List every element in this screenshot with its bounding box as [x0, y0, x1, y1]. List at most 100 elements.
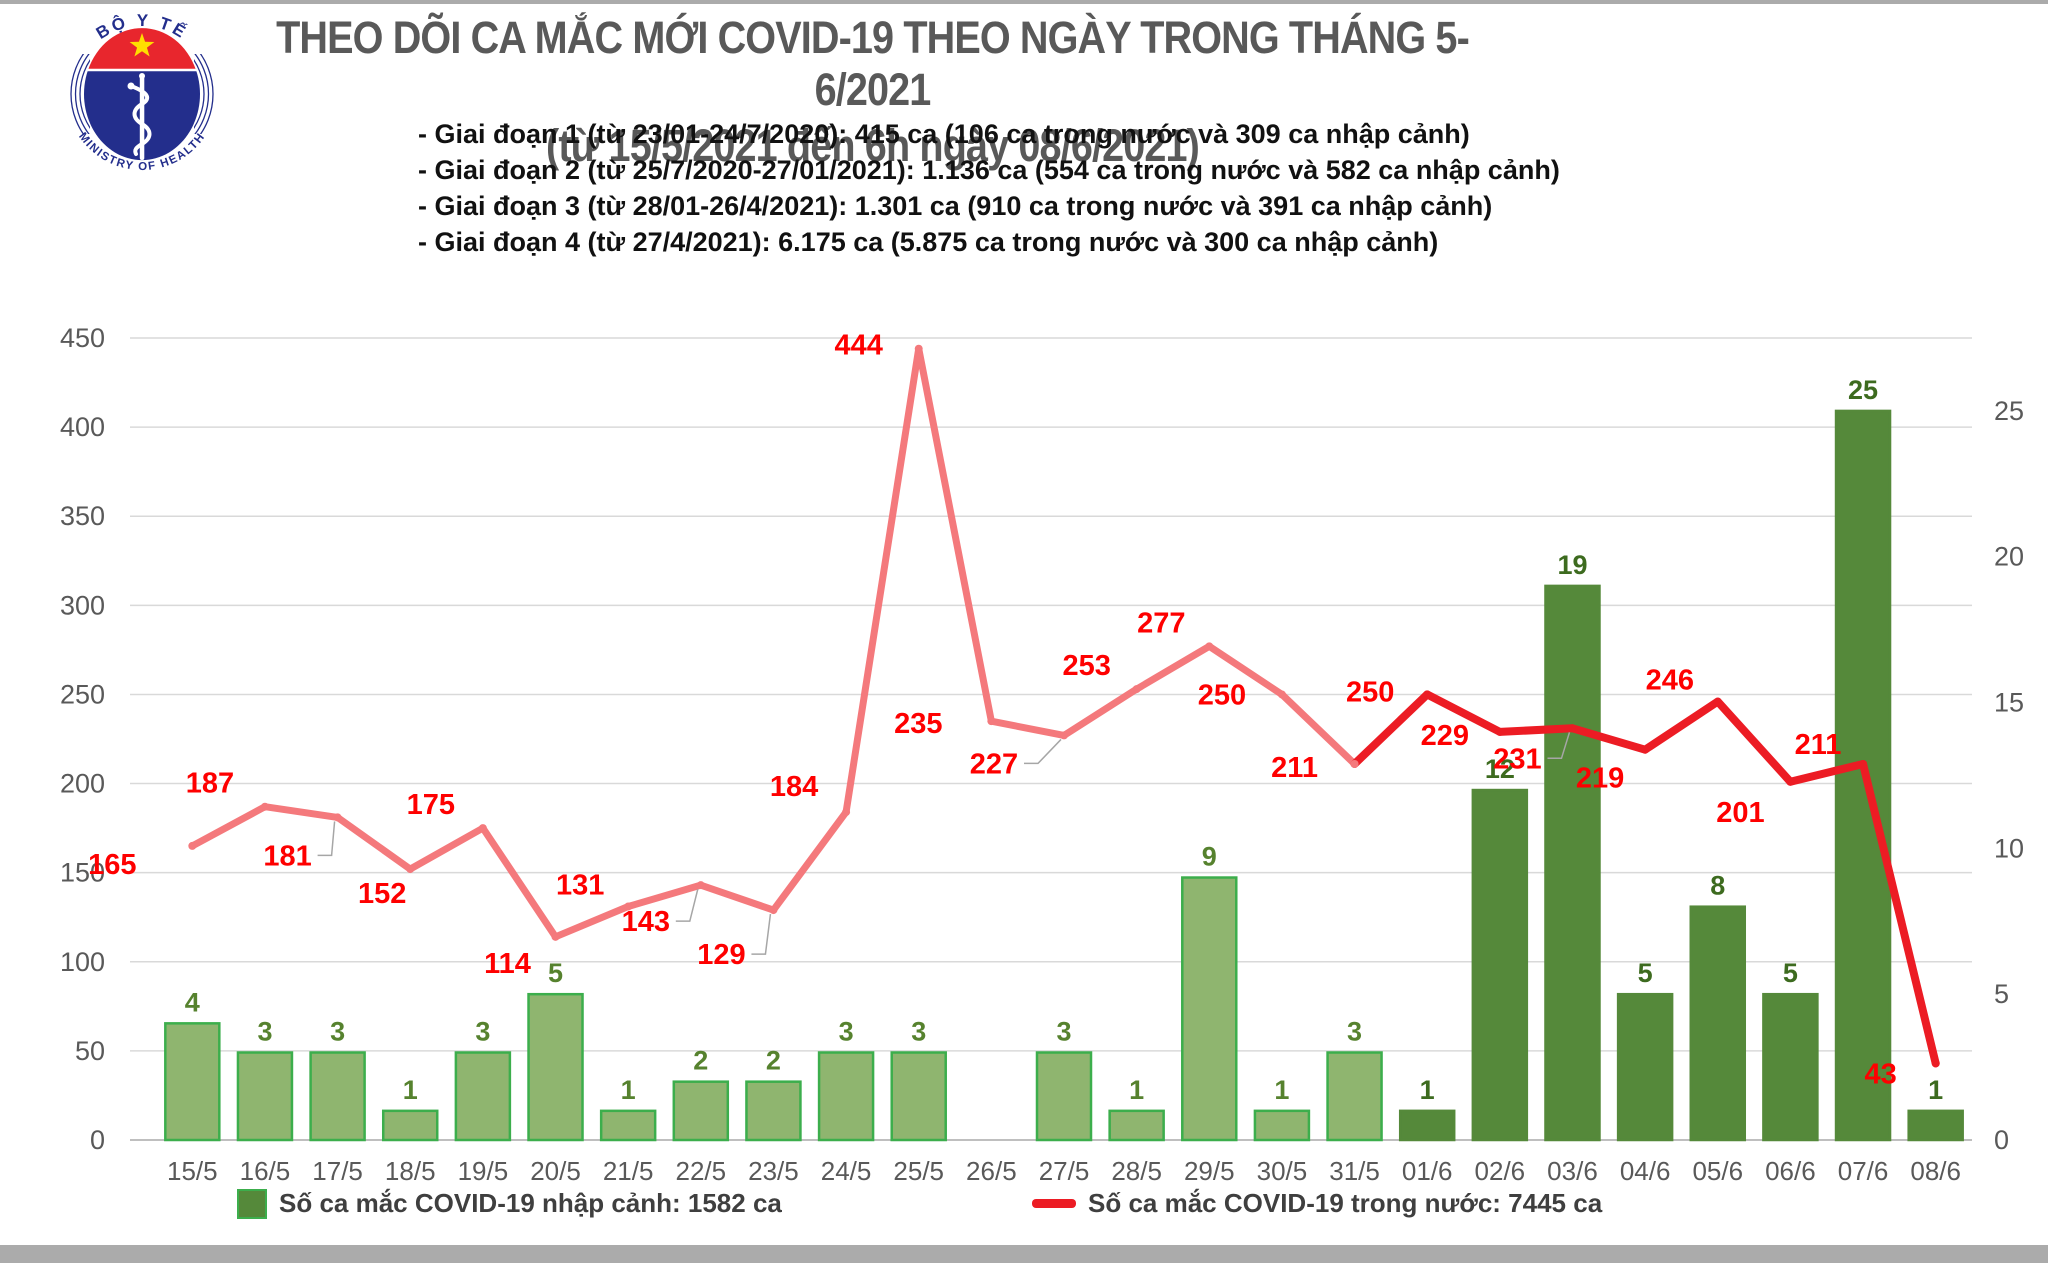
ministry-of-health-logo: BỘ Y TẾ MINISTRY OF HEALTH — [70, 11, 214, 173]
bar-value-label: 2 — [693, 1046, 708, 1076]
bar — [1471, 788, 1529, 1142]
line-value-label: 229 — [1421, 720, 1469, 752]
bar — [1398, 1109, 1456, 1142]
line-value-label: 253 — [1062, 650, 1110, 682]
line-value-label: 184 — [770, 771, 818, 803]
bar-value-label: 9 — [1202, 842, 1217, 872]
line-value-label: 211 — [1271, 752, 1318, 784]
bar — [672, 1080, 730, 1142]
page-subtitle: (từ 15/5/2021 đến 6h ngày 08/6/2021) — [546, 120, 1200, 171]
label-leader-line — [675, 888, 699, 922]
bar-value-label: 3 — [911, 1017, 926, 1047]
line-point-marker — [914, 344, 923, 353]
line-point-marker — [1277, 690, 1286, 699]
bar — [1616, 992, 1674, 1142]
line-point-marker — [1931, 1059, 1940, 1068]
phase-note-2: - Giai đoạn 2 (từ 25/7/2020-27/01/2021):… — [418, 155, 1560, 185]
y-axis-label-left: 150 — [60, 858, 105, 888]
legend-item-domestic: Số ca mắc COVID-19 trong nước: 7445 ca — [1032, 1188, 1602, 1219]
y-axis-label-right: 5 — [1994, 979, 2009, 1009]
bar — [745, 1080, 802, 1142]
bar — [381, 1109, 439, 1142]
line-value-label: 131 — [556, 870, 604, 902]
line-point-marker — [406, 865, 415, 874]
x-axis-date-label: 26/5 — [966, 1156, 1017, 1186]
bar — [1108, 1109, 1165, 1142]
line-point-marker — [1205, 642, 1214, 651]
x-axis-date-label: 27/5 — [1039, 1156, 1090, 1186]
line-point-marker — [551, 932, 560, 941]
bar — [890, 1051, 947, 1142]
line-point-marker — [1423, 690, 1432, 699]
bar — [309, 1051, 366, 1142]
bar — [1326, 1051, 1383, 1142]
bar-value-label: 5 — [548, 958, 563, 988]
y-axis-label-left: 100 — [60, 947, 105, 977]
label-leader-line — [1547, 732, 1571, 760]
star-icon — [129, 33, 155, 57]
line-point-marker — [333, 813, 342, 822]
line-point-marker — [842, 808, 851, 817]
x-axis-date-label: 29/5 — [1184, 1156, 1235, 1186]
line-point-marker — [624, 902, 633, 911]
legend-marker-domestic-dash — [1032, 1199, 1076, 1208]
bar-value-label: 5 — [1783, 958, 1798, 988]
x-axis-date-label: 21/5 — [603, 1156, 654, 1186]
x-axis-date-label: 05/6 — [1692, 1156, 1743, 1186]
label-leader-line — [317, 821, 336, 857]
bar — [454, 1051, 512, 1142]
bar — [1689, 905, 1747, 1142]
line-value-label: 165 — [88, 849, 136, 881]
y-axis-label-right: 0 — [1994, 1125, 2009, 1155]
legend-label-imported: Số ca mắc COVID-19 nhập cảnh: 1582 ca — [279, 1188, 782, 1218]
header: THEO DÕI CA MẮC MỚI COVID-19 THEO NGÀY T… — [272, 12, 1473, 172]
bar-value-label: 3 — [839, 1017, 854, 1047]
line-point-marker — [1350, 759, 1359, 768]
x-axis-date-label: 18/5 — [385, 1156, 436, 1186]
y-axis-label-left: 300 — [60, 590, 105, 620]
line-value-label: 227 — [970, 748, 1018, 780]
line-point-marker — [769, 906, 778, 915]
y-axis-label-left: 350 — [60, 501, 105, 531]
line-value-label: 231 — [1493, 743, 1541, 775]
line-value-label: 211 — [1795, 729, 1842, 761]
line-value-label: 250 — [1346, 676, 1394, 708]
bar-value-label: 8 — [1710, 871, 1725, 901]
bar — [1181, 876, 1238, 1142]
line-point-marker — [1641, 745, 1650, 754]
line-value-label: 129 — [697, 939, 745, 971]
line-value-label: 43 — [1865, 1058, 1897, 1090]
line-value-label: 444 — [835, 330, 883, 362]
bar-value-label: 5 — [1638, 958, 1653, 988]
x-axis-date-label: 03/6 — [1547, 1156, 1598, 1186]
asclepius-staff-icon — [127, 73, 152, 160]
line-value-label: 152 — [358, 878, 406, 910]
legend-label-domestic: Số ca mắc COVID-19 trong nước: 7445 ca — [1088, 1188, 1603, 1218]
label-leader-line — [751, 913, 772, 955]
x-axis-date-label: 17/5 — [312, 1156, 363, 1186]
legend-marker-imported-square — [237, 1188, 267, 1219]
label-leader-line — [1024, 738, 1062, 765]
bar — [164, 1022, 221, 1142]
bar-value-label: 12 — [1485, 754, 1515, 784]
line-point-marker — [188, 841, 197, 850]
bar — [236, 1051, 294, 1142]
line-point-marker — [1568, 724, 1577, 733]
bar — [1253, 1109, 1311, 1142]
line-point-marker — [1060, 731, 1068, 740]
phase-notes: - Giai đoạn 1 (từ 23/01-24/7/2020): 415 … — [418, 116, 1560, 260]
line-point-marker — [1786, 777, 1795, 786]
logo-side-arcs — [70, 54, 214, 134]
x-axis-date-label: 07/6 — [1838, 1156, 1889, 1186]
line-value-label: 201 — [1716, 797, 1764, 829]
bar-value-label: 25 — [1848, 375, 1878, 405]
x-axis-date-label: 24/5 — [821, 1156, 872, 1186]
bar-value-label: 1 — [1928, 1075, 1943, 1105]
page-title: THEO DÕI CA MẮC MỚI COVID-19 THEO NGÀY T… — [276, 12, 1470, 115]
bar — [817, 1051, 875, 1142]
y-axis-label-left: 400 — [60, 412, 105, 442]
line-point-marker — [1132, 685, 1141, 694]
line-value-label: 181 — [263, 840, 311, 872]
line-point-marker — [696, 881, 705, 890]
